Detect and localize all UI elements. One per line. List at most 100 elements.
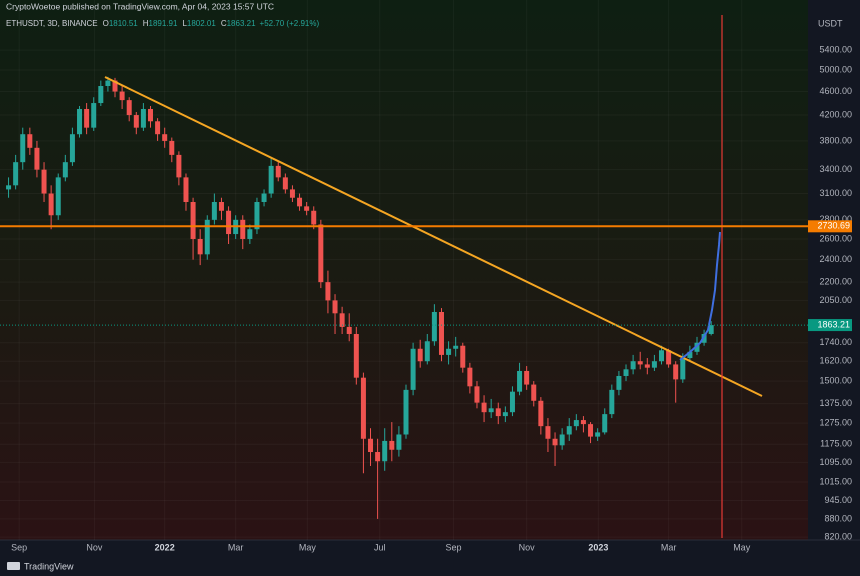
candle-body: [48, 193, 54, 216]
candle-body: [360, 377, 366, 439]
last-price-label: 1863.21: [817, 319, 850, 329]
y-tick-label: 945.00: [824, 495, 852, 505]
candle-body: [517, 370, 523, 392]
x-tick-label: Nov: [519, 542, 536, 552]
candle-body: [332, 300, 338, 314]
candle-body: [659, 350, 665, 362]
candle-body: [289, 189, 295, 198]
candle-body: [318, 224, 324, 283]
candle-body: [254, 202, 260, 230]
change: +52.70 (+2.91%): [260, 19, 320, 28]
candle-body: [368, 438, 374, 453]
brand: TradingView: [24, 561, 74, 571]
candle-body: [446, 348, 452, 355]
candle-body: [69, 134, 75, 163]
candle-body: [311, 210, 317, 225]
symbol-legend: ETHUSDT, 3D, BINANCE O1810.51 H1891.91 L180…: [6, 19, 319, 28]
candle-body: [13, 162, 19, 186]
candle-body: [375, 452, 381, 462]
candle-body: [133, 115, 139, 128]
candle-body: [240, 219, 246, 239]
y-tick-label: 2050.00: [819, 295, 852, 305]
candle-body: [488, 408, 494, 413]
candle-body: [595, 432, 601, 437]
candle-body: [304, 206, 310, 211]
y-tick-label: 2200.00: [819, 277, 852, 287]
candle-body: [644, 364, 650, 368]
candle-body: [417, 348, 423, 362]
brand-logo: [7, 562, 20, 570]
candle-body: [162, 134, 168, 141]
candle-body: [701, 333, 707, 343]
candle-body: [609, 389, 615, 415]
legend-label: L: [182, 19, 187, 28]
legend-value: 1810.51: [109, 19, 138, 28]
candle-body: [502, 412, 508, 417]
candle-body: [34, 147, 40, 170]
y-tick-label: 2600.00: [819, 233, 852, 243]
candle-body: [77, 108, 83, 135]
candle-body: [211, 202, 217, 220]
y-tick-label: 1015.00: [819, 476, 852, 486]
candle-body: [140, 108, 146, 128]
candle-body: [424, 341, 430, 362]
candle-body: [580, 420, 586, 425]
y-tick-label: 3400.00: [819, 164, 852, 174]
x-tick-label: 2022: [155, 542, 175, 552]
candle-body: [190, 202, 196, 239]
y-tick-label: 2800.00: [819, 214, 852, 224]
candle-body: [147, 108, 153, 122]
legend-value: 1863.21: [227, 19, 256, 28]
candle-body: [460, 345, 466, 368]
x-tick-label: May: [299, 542, 317, 552]
y-tick-label: 3800.00: [819, 135, 852, 145]
candle-body: [694, 342, 700, 352]
last-price-bg: [808, 319, 852, 332]
candle-body: [495, 408, 501, 417]
candle-body: [403, 389, 409, 435]
candle-body: [509, 391, 515, 413]
candle-body: [559, 434, 565, 446]
candle-body: [623, 369, 629, 376]
x-tick-label: Nov: [86, 542, 103, 552]
candle-body: [474, 386, 480, 403]
candle-body: [155, 121, 161, 135]
candle-body: [169, 140, 175, 155]
candle-body: [616, 375, 622, 390]
y-tick-label: 3100.00: [819, 188, 852, 198]
y-tick-label: 2400.00: [819, 254, 852, 264]
candle-body: [481, 402, 487, 413]
symbol: ETHUSDT, 3D, BINANCE: [6, 19, 98, 28]
candle-body: [261, 193, 267, 203]
y-tick-label: 4200.00: [819, 109, 852, 119]
candle-body: [545, 426, 551, 439]
candle-body: [197, 238, 203, 255]
candle-body: [538, 400, 544, 427]
candle-body: [531, 384, 537, 401]
y-tick-label: 1740.00: [819, 337, 852, 347]
candle-body: [183, 177, 189, 203]
candle-body: [382, 440, 388, 462]
plot-background: [0, 0, 808, 540]
candle-body: [98, 85, 104, 104]
y-tick-label: 820.00: [824, 532, 852, 542]
candle-body: [651, 361, 657, 368]
candle-body: [119, 91, 125, 101]
candle-body: [20, 134, 26, 163]
publisher: CryptoWoetoe published on TradingView.co…: [6, 1, 274, 11]
candle-body: [325, 282, 331, 301]
legend-label: C: [221, 19, 227, 28]
candle-body: [396, 434, 402, 450]
candle-body: [27, 134, 33, 148]
y-tick-label: 1095.00: [819, 457, 852, 467]
axis-unit: USDT: [818, 18, 843, 28]
candle-body: [282, 177, 288, 190]
candle-body: [126, 100, 132, 116]
candle-body: [389, 440, 395, 450]
candle-body: [112, 80, 118, 92]
x-tick-label: Jul: [374, 542, 386, 552]
y-tick-label: 1175.00: [820, 439, 852, 449]
candle-body: [218, 202, 224, 211]
candle-body: [268, 165, 274, 194]
